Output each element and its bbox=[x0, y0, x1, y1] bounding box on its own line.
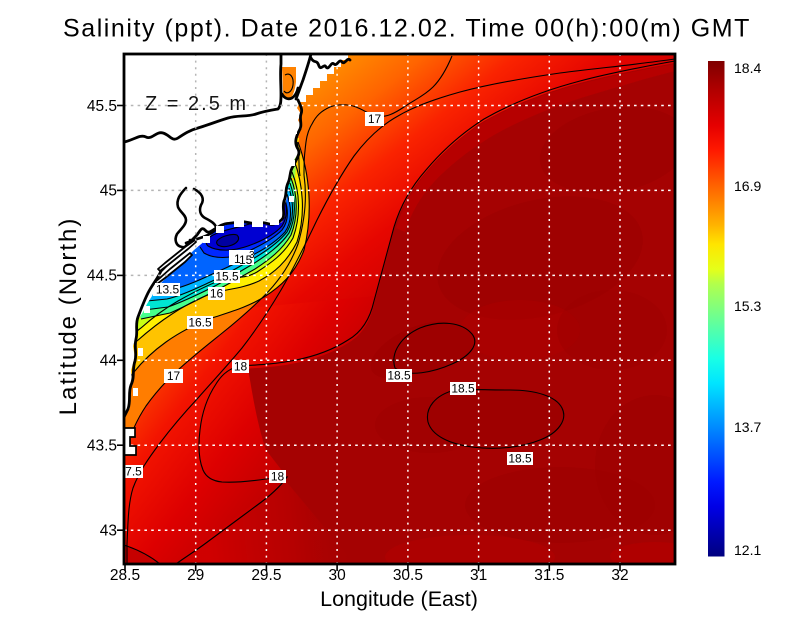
svg-text:44: 44 bbox=[100, 353, 118, 370]
svg-text:16.9: 16.9 bbox=[734, 178, 761, 194]
svg-text:18.5: 18.5 bbox=[387, 369, 411, 383]
svg-text:43: 43 bbox=[100, 523, 117, 540]
svg-text:12.1: 12.1 bbox=[734, 542, 761, 558]
svg-text:18.5: 18.5 bbox=[451, 382, 475, 396]
svg-text:15: 15 bbox=[239, 253, 253, 267]
svg-text:32: 32 bbox=[611, 567, 628, 584]
svg-text:31: 31 bbox=[470, 567, 487, 584]
svg-text:Latitude (North): Latitude (North) bbox=[55, 217, 82, 416]
svg-text:43.5: 43.5 bbox=[87, 438, 117, 455]
svg-text:44.5: 44.5 bbox=[87, 268, 117, 285]
svg-text:29: 29 bbox=[187, 567, 204, 584]
svg-text:18.4: 18.4 bbox=[734, 60, 761, 76]
svg-text:Z = 2.5 m: Z = 2.5 m bbox=[145, 93, 248, 115]
svg-text:17: 17 bbox=[167, 369, 181, 383]
svg-text:7.5: 7.5 bbox=[125, 465, 142, 479]
svg-text:13.5: 13.5 bbox=[156, 283, 180, 297]
svg-text:Salinity (ppt). Date 2016.12.0: Salinity (ppt). Date 2016.12.02. Time 00… bbox=[63, 15, 751, 43]
svg-text:Longitude (East): Longitude (East) bbox=[320, 587, 478, 611]
svg-text:30: 30 bbox=[328, 567, 346, 584]
svg-text:3: 3 bbox=[249, 250, 255, 261]
svg-text:15.5: 15.5 bbox=[215, 270, 239, 284]
svg-text:13.7: 13.7 bbox=[734, 419, 761, 435]
svg-text:18: 18 bbox=[234, 360, 248, 374]
svg-text:18.5: 18.5 bbox=[508, 452, 532, 466]
svg-text:1: 1 bbox=[234, 252, 241, 266]
svg-text:16.5: 16.5 bbox=[188, 316, 212, 330]
svg-text:29.5: 29.5 bbox=[251, 567, 281, 584]
svg-text:17: 17 bbox=[368, 112, 382, 126]
svg-text:45.5: 45.5 bbox=[87, 98, 117, 115]
svg-text:16: 16 bbox=[210, 287, 224, 301]
svg-text:18: 18 bbox=[271, 470, 285, 484]
svg-text:31.5: 31.5 bbox=[534, 567, 564, 584]
svg-text:15.3: 15.3 bbox=[734, 298, 761, 314]
svg-text:30.5: 30.5 bbox=[393, 567, 423, 584]
svg-text:28.5: 28.5 bbox=[110, 567, 140, 584]
svg-text:45: 45 bbox=[100, 183, 117, 200]
